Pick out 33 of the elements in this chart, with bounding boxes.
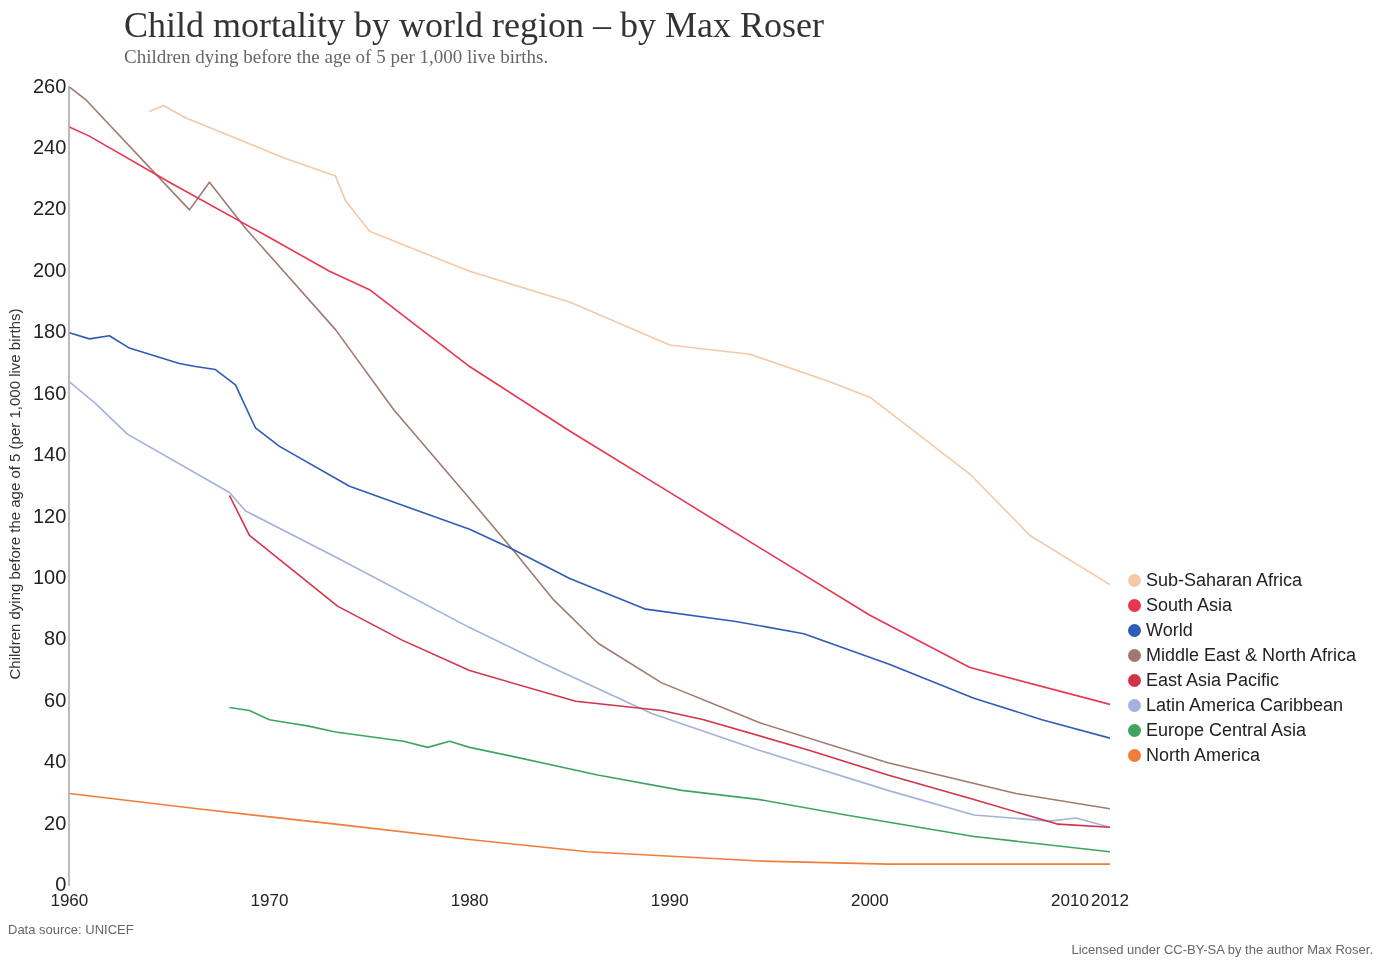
legend-label: Europe Central Asia	[1146, 720, 1307, 741]
x-tick-label: 1990	[650, 891, 689, 911]
y-tick-label: 60	[44, 688, 67, 711]
y-tick-label: 220	[32, 197, 67, 220]
x-tick-label: 1980	[450, 891, 489, 911]
y-tick-label: 140	[32, 443, 67, 466]
y-tick-label: 100	[32, 565, 67, 588]
x-tick-label: 2012	[1091, 891, 1129, 911]
x-tick-label: 2010	[1051, 891, 1089, 911]
chart-title: Child mortality by world region – by Max Roser	[124, 4, 824, 46]
x-tick-label: 1970	[250, 891, 289, 911]
y-tick-label: 180	[32, 320, 67, 343]
y-tick-label: 120	[32, 504, 67, 527]
legend-label: North America	[1146, 745, 1261, 766]
text: Licensed under CC-BY-SA by the author Max Roser.	[1071, 942, 1373, 957]
y-tick-label: 40	[44, 750, 67, 773]
y-tick-label: 20	[44, 811, 67, 834]
legend-label: Latin America Caribbean	[1146, 695, 1344, 716]
legend-label: Middle East & North Africa	[1146, 645, 1357, 666]
legend-label: South Asia	[1146, 595, 1233, 616]
source-note: Data source: UNICEF	[8, 922, 134, 937]
y-tick-label: 260	[32, 74, 67, 97]
x-tick-label: 1960	[50, 891, 89, 911]
y-axis-title: Children dying before the age of 5 (per 1,000 live births)	[5, 308, 23, 680]
y-tick-label: 160	[32, 381, 67, 404]
x-tick-label: 2000	[850, 891, 889, 911]
legend-label: World	[1146, 620, 1193, 641]
y-tick-label: 80	[44, 627, 67, 650]
legend-label: Sub-Saharan Africa	[1146, 570, 1303, 591]
legend-label: East Asia Pacific	[1146, 670, 1280, 691]
y-tick-label: 200	[32, 258, 67, 281]
chart-subtitle: Children dying before the age of 5 per 1,000 live births.	[124, 46, 549, 68]
y-tick-label: 240	[32, 135, 67, 158]
